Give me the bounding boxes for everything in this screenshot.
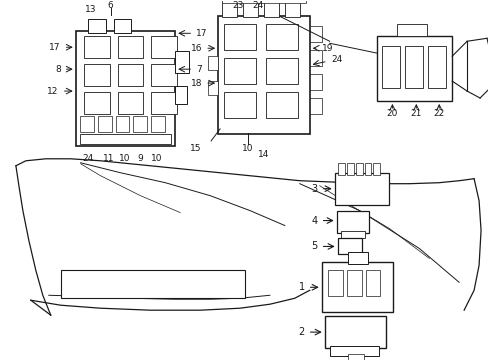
Bar bbox=[80, 134, 171, 144]
Text: 3: 3 bbox=[311, 184, 317, 194]
Bar bbox=[175, 51, 189, 73]
Bar bbox=[115, 116, 129, 132]
Text: 16: 16 bbox=[190, 44, 202, 53]
Text: 10: 10 bbox=[242, 144, 253, 153]
Bar bbox=[340, 230, 364, 238]
Text: 2: 2 bbox=[298, 327, 304, 337]
Bar bbox=[83, 64, 109, 86]
Text: 24: 24 bbox=[82, 154, 93, 163]
Bar bbox=[83, 92, 109, 114]
Text: 10: 10 bbox=[150, 154, 162, 163]
Text: 10: 10 bbox=[119, 154, 130, 163]
Bar bbox=[373, 163, 380, 175]
Bar bbox=[151, 116, 165, 132]
Bar bbox=[336, 211, 368, 233]
Text: 1: 1 bbox=[298, 282, 304, 292]
Bar bbox=[347, 354, 363, 360]
Text: 15: 15 bbox=[190, 144, 202, 153]
Bar bbox=[346, 270, 361, 296]
Bar bbox=[218, 16, 309, 134]
Bar bbox=[208, 56, 218, 70]
Text: 21: 21 bbox=[410, 109, 421, 118]
Bar bbox=[264, 3, 278, 17]
Bar bbox=[87, 19, 105, 33]
Bar bbox=[224, 58, 255, 84]
Bar bbox=[337, 163, 344, 175]
Bar bbox=[117, 36, 143, 58]
Text: 17: 17 bbox=[49, 43, 61, 52]
Bar bbox=[243, 3, 257, 17]
Bar bbox=[346, 163, 353, 175]
Text: 14: 14 bbox=[258, 150, 269, 159]
Bar bbox=[222, 0, 305, 3]
Text: 7: 7 bbox=[196, 65, 202, 74]
Bar bbox=[76, 31, 175, 146]
Bar bbox=[327, 270, 342, 296]
Bar bbox=[265, 24, 297, 50]
Bar bbox=[397, 24, 427, 36]
Text: 12: 12 bbox=[47, 86, 59, 95]
Bar bbox=[427, 46, 445, 88]
Bar bbox=[98, 116, 111, 132]
Bar bbox=[329, 346, 379, 356]
Bar bbox=[309, 26, 321, 42]
Bar bbox=[151, 92, 177, 114]
Text: 17: 17 bbox=[196, 29, 207, 38]
Text: 13: 13 bbox=[85, 5, 96, 14]
Bar bbox=[334, 173, 388, 204]
Bar bbox=[355, 163, 362, 175]
Text: 5: 5 bbox=[311, 242, 317, 251]
Bar bbox=[364, 163, 371, 175]
Text: 8: 8 bbox=[55, 65, 61, 74]
Bar bbox=[117, 64, 143, 86]
Bar bbox=[175, 86, 187, 104]
Bar bbox=[113, 19, 131, 33]
Bar bbox=[309, 98, 321, 114]
Bar bbox=[324, 316, 386, 348]
Bar bbox=[117, 92, 143, 114]
Text: 9: 9 bbox=[137, 154, 143, 163]
Text: 20: 20 bbox=[386, 109, 397, 118]
Bar bbox=[222, 3, 237, 17]
Bar bbox=[337, 238, 361, 255]
Text: 22: 22 bbox=[433, 109, 444, 118]
Bar bbox=[224, 24, 255, 50]
Bar bbox=[347, 252, 367, 264]
Bar bbox=[83, 36, 109, 58]
Bar bbox=[61, 270, 244, 298]
Text: 11: 11 bbox=[102, 154, 114, 163]
Bar bbox=[309, 74, 321, 90]
Bar bbox=[80, 116, 93, 132]
Text: 24: 24 bbox=[252, 1, 263, 10]
Bar bbox=[321, 262, 393, 312]
Bar bbox=[133, 116, 147, 132]
Text: 4: 4 bbox=[311, 216, 317, 226]
Bar bbox=[265, 92, 297, 118]
Text: 6: 6 bbox=[107, 1, 113, 10]
Bar bbox=[208, 81, 218, 95]
Bar bbox=[382, 46, 400, 88]
Bar bbox=[365, 270, 380, 296]
Bar bbox=[265, 58, 297, 84]
Text: 23: 23 bbox=[232, 1, 243, 10]
Bar bbox=[224, 92, 255, 118]
Bar bbox=[151, 64, 177, 86]
Text: 18: 18 bbox=[190, 78, 202, 87]
Text: 24: 24 bbox=[331, 55, 342, 64]
Bar bbox=[309, 50, 321, 66]
Text: 19: 19 bbox=[321, 44, 332, 53]
Bar bbox=[377, 36, 451, 101]
Bar bbox=[405, 46, 423, 88]
Bar bbox=[151, 36, 177, 58]
Bar bbox=[284, 3, 299, 17]
